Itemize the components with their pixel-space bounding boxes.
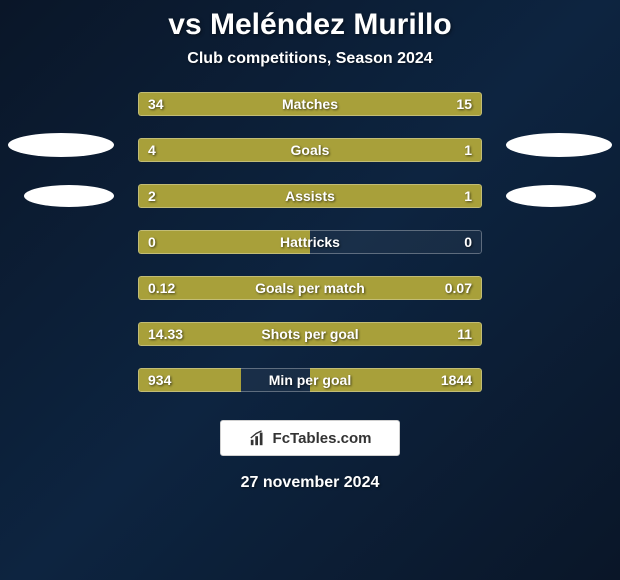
stat-value-right: 0.07 (445, 276, 472, 300)
stat-label: Goals per match (138, 276, 482, 300)
stat-label: Shots per goal (138, 322, 482, 346)
page-title: vs Meléndez Murillo (168, 8, 451, 42)
player2-badge-bottom (506, 185, 596, 207)
stat-label: Min per goal (138, 368, 482, 392)
stat-label: Hattricks (138, 230, 482, 254)
stat-label: Goals (138, 138, 482, 162)
stat-row: 0.12Goals per match0.07 (138, 276, 482, 300)
player2-badge-top (506, 133, 612, 157)
stat-value-right: 11 (457, 322, 472, 346)
comparison-infographic: vs Meléndez Murillo Club competitions, S… (0, 0, 620, 580)
stat-row: 14.33Shots per goal11 (138, 322, 482, 346)
stat-label: Assists (138, 184, 482, 208)
stat-row: 0Hattricks0 (138, 230, 482, 254)
chart-icon (249, 429, 267, 447)
snapshot-date: 27 november 2024 (241, 474, 380, 492)
stat-bars: 34Matches15 4Goals1 2Assists1 0Hattricks0 0.… (138, 92, 482, 392)
stat-value-right: 1 (464, 138, 472, 162)
brand-name: FcTables.com (273, 430, 372, 447)
brand-logo[interactable]: FcTables.com (220, 420, 401, 456)
stat-value-right: 15 (456, 92, 472, 116)
player1-badge-bottom (24, 185, 114, 207)
page-subtitle: Club competitions, Season 2024 (187, 50, 432, 68)
stat-label: Matches (138, 92, 482, 116)
stat-row: 2Assists1 (138, 184, 482, 208)
stat-value-right: 1844 (441, 368, 472, 392)
stat-row: 934Min per goal1844 (138, 368, 482, 392)
stat-value-right: 1 (464, 184, 472, 208)
player1-badge-top (8, 133, 114, 157)
stat-value-right: 0 (464, 230, 472, 254)
stat-row: 34Matches15 (138, 92, 482, 116)
stat-row: 4Goals1 (138, 138, 482, 162)
